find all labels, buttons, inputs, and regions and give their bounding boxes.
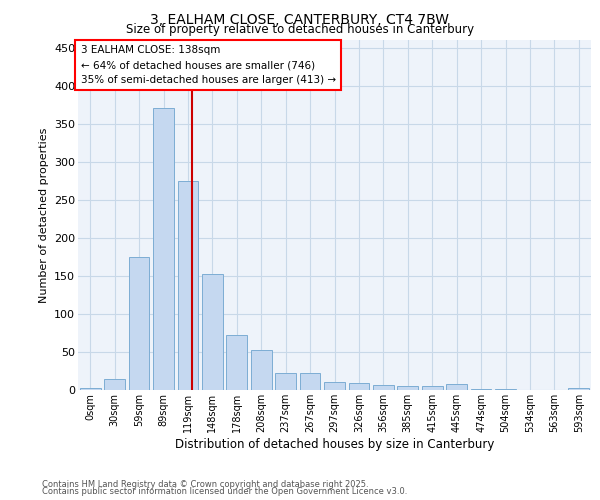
- Bar: [349, 383, 370, 390]
- Text: Contains HM Land Registry data © Crown copyright and database right 2025.: Contains HM Land Registry data © Crown c…: [42, 480, 368, 489]
- Bar: [80, 388, 101, 390]
- Bar: [226, 335, 247, 390]
- Text: Contains public sector information licensed under the Open Government Licence v3: Contains public sector information licen…: [42, 487, 407, 496]
- Bar: [299, 372, 320, 390]
- Bar: [495, 389, 516, 390]
- X-axis label: Distribution of detached houses by size in Canterbury: Distribution of detached houses by size …: [175, 438, 494, 450]
- Bar: [470, 389, 491, 390]
- Bar: [104, 378, 125, 390]
- Bar: [446, 384, 467, 390]
- Text: Size of property relative to detached houses in Canterbury: Size of property relative to detached ho…: [126, 22, 474, 36]
- Bar: [275, 372, 296, 390]
- Bar: [153, 108, 174, 390]
- Bar: [202, 274, 223, 390]
- Bar: [422, 386, 443, 390]
- Bar: [178, 181, 199, 390]
- Y-axis label: Number of detached properties: Number of detached properties: [38, 128, 49, 302]
- Bar: [373, 384, 394, 390]
- Bar: [324, 382, 345, 390]
- Bar: [568, 388, 589, 390]
- Text: 3 EALHAM CLOSE: 138sqm
← 64% of detached houses are smaller (746)
35% of semi-de: 3 EALHAM CLOSE: 138sqm ← 64% of detached…: [80, 46, 335, 85]
- Bar: [251, 350, 272, 390]
- Bar: [397, 386, 418, 390]
- Bar: [128, 257, 149, 390]
- Text: 3, EALHAM CLOSE, CANTERBURY, CT4 7BW: 3, EALHAM CLOSE, CANTERBURY, CT4 7BW: [151, 12, 449, 26]
